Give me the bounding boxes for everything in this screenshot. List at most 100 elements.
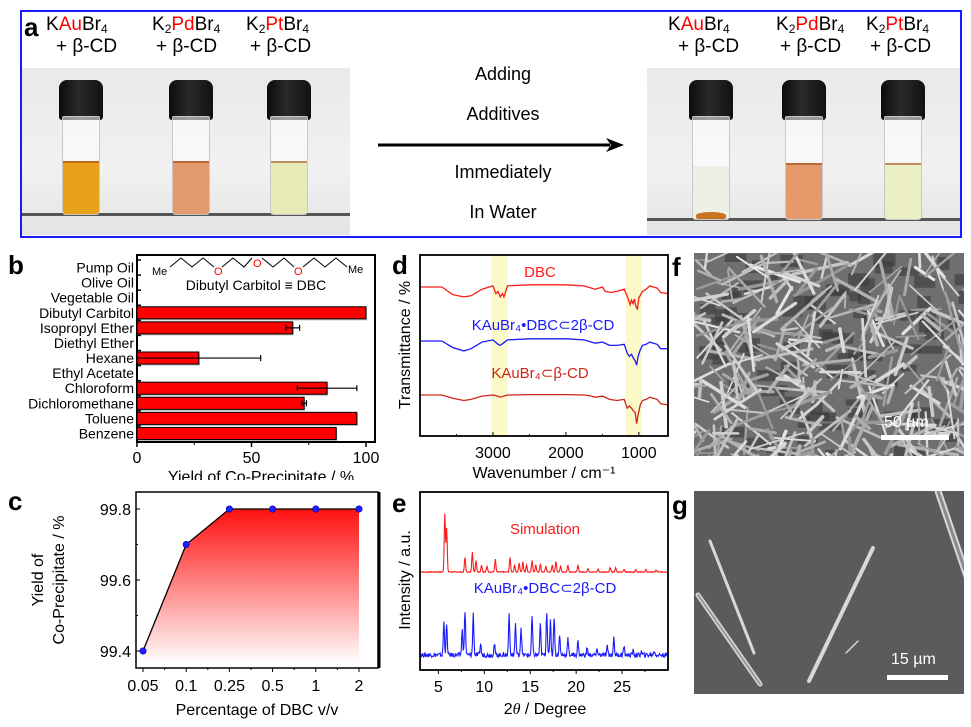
sem-needle: [818, 292, 847, 328]
x-tick-label: 3000: [475, 445, 511, 462]
dbc-structure: Me O O O Me Dibutyl Carbitol ≡ DBC: [152, 257, 363, 293]
sem-needle: [743, 406, 749, 456]
sem-needle: [794, 440, 826, 455]
sem-needle: [883, 413, 906, 456]
sem-needle: [694, 451, 720, 455]
sem-needle: [751, 301, 798, 334]
arrow-head-icon: [606, 138, 624, 152]
x-tick-label: 100: [353, 450, 380, 467]
sem-needle: [958, 368, 964, 413]
sem-needle: [694, 292, 730, 302]
sem-needle: [701, 321, 724, 365]
data-point: [139, 647, 147, 655]
sem-needle: [753, 347, 814, 362]
sem-needle: [694, 396, 710, 403]
vial-liquid: [271, 160, 307, 214]
sem-pore: [745, 352, 756, 360]
sem-needle: [853, 414, 872, 431]
structure-oxygen: O: [253, 258, 262, 270]
sem-needle: [773, 385, 793, 414]
sem-needle: [924, 411, 929, 455]
sem-needle: [748, 431, 805, 451]
sem-needle: [924, 253, 941, 275]
data-point: [182, 540, 190, 548]
sem-needle: [807, 387, 836, 413]
sem-needle: [775, 285, 794, 316]
sem-needle: [951, 301, 964, 349]
sem-needle: [759, 254, 779, 304]
sem-needle: [696, 269, 722, 282]
sem-pore: [810, 402, 823, 416]
sem-needle: [946, 367, 959, 386]
sem-needle: [694, 315, 712, 323]
formula: KAuBr4: [46, 14, 108, 36]
sem-needle: [716, 417, 740, 456]
sem-pore: [730, 284, 742, 297]
sem-needle: [724, 344, 759, 394]
sem-needle: [779, 289, 827, 331]
sem-image-f: 50 µm: [694, 253, 964, 456]
sem-needle: [797, 358, 818, 377]
formula: K2PtBr4: [246, 14, 310, 36]
sem-needle: [920, 313, 943, 333]
sem-needle: [960, 340, 964, 366]
scale-bar-g: [887, 675, 948, 680]
x-tick-label: 0.25: [214, 678, 245, 695]
sem-needle: [797, 313, 810, 341]
sem-needle: [746, 315, 756, 372]
vial-sediment: [696, 212, 726, 219]
sem-needle: [910, 317, 960, 356]
subscript: 4: [100, 22, 108, 36]
panel-letter-e: e: [392, 488, 407, 518]
vial-glass: [172, 116, 210, 215]
sem-needle: [952, 446, 964, 455]
sem-needle: [756, 343, 786, 354]
vial-cap: [267, 80, 311, 120]
formula: K2PdBr4: [776, 14, 845, 36]
area-fill: [143, 509, 359, 664]
vial-label: K2PtBr4 + β-CD: [246, 14, 311, 58]
data-point: [269, 505, 277, 513]
diffraction-pattern: [420, 513, 668, 574]
formula: K2PtBr4: [866, 14, 930, 36]
sem-needle: [766, 268, 806, 276]
sem-needle: [793, 264, 849, 298]
structure-chain: [221, 257, 253, 268]
category-label: Hexane: [86, 350, 134, 366]
panel-letter-d: d: [392, 250, 408, 280]
sem-needle: [824, 342, 846, 353]
sem-needle: [905, 402, 914, 431]
metal-symbol: Pt: [885, 14, 904, 35]
vial-glass: [692, 116, 730, 220]
category-label: Toluene: [85, 410, 134, 426]
category-label: Diethyl Ether: [54, 335, 134, 351]
sem-needle: [694, 384, 708, 388]
subscript: 4: [922, 22, 930, 36]
data-line: [142, 508, 359, 652]
category-label: Isopropyl Ether: [40, 320, 134, 336]
sem-needle: [916, 442, 945, 456]
sem-pore: [943, 431, 957, 442]
y-tick-label: 99.4: [100, 644, 131, 661]
data-point: [225, 505, 233, 513]
sem-needle: [788, 391, 807, 420]
sem-needle: [854, 253, 887, 291]
structure-chain: [169, 257, 215, 268]
sem-needle: [766, 428, 780, 451]
sem-needle: [909, 384, 941, 405]
sem-pore: [917, 296, 931, 308]
sem-needle: [806, 415, 825, 435]
sem-pore: [779, 396, 798, 405]
sem-pore: [886, 338, 900, 346]
sem-needle: [824, 253, 840, 292]
sem-needle: [702, 319, 727, 368]
arrow-text-in-water: In Water: [469, 202, 537, 222]
sem-needle: [834, 449, 838, 456]
sem-pore: [806, 411, 830, 421]
sem-needle: [926, 425, 946, 437]
sem-needle: [860, 390, 884, 400]
sem-needle: [848, 406, 874, 456]
sem-needle: [695, 274, 735, 291]
chart-d-ftir: DBC KAuBr₄•DBC⊂2β-CD KAuBr₄⊂β-CD 3000 2000 10…: [397, 254, 669, 480]
sem-needle: [713, 388, 762, 421]
